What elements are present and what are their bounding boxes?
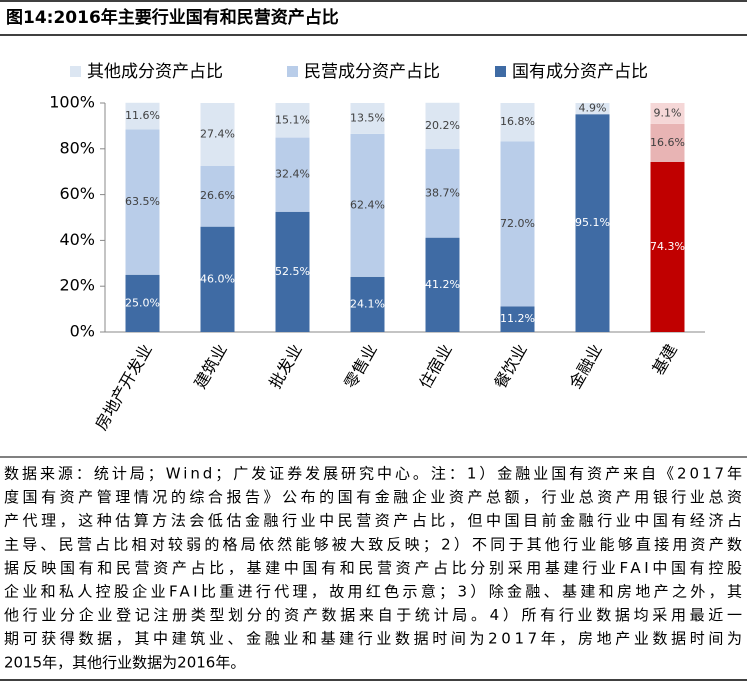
bar-segment [500,306,535,332]
bar-segment [650,103,685,124]
x-tick-label: 住宿业 [415,341,455,392]
chart-title: 图14:2016年主要行业国有和民营资产占比 [6,7,339,28]
bar-segment [575,103,610,115]
legend-swatch [287,66,298,77]
bar-segment [425,237,460,332]
note-line: 2015年，其他行业数据为2016年。 [4,653,245,671]
x-tick-label: 金融业 [565,341,605,392]
value-label: 62.4% [350,198,385,211]
x-tick-label: 餐饮业 [490,341,530,392]
bar-segment [425,149,460,238]
legend-label: 国有成分资产占比 [512,62,648,82]
x-tick-label: 建筑业 [190,341,230,392]
x-tick-label: 零售业 [340,341,380,392]
bar-segment [650,161,685,332]
bar-segment [275,103,310,138]
legend-swatch [495,66,506,77]
value-label: 74.3% [650,240,685,253]
bar-segment [350,133,385,277]
x-tick-label: 批发业 [265,341,305,392]
bar-segment [275,211,310,332]
bar-segment [500,103,535,142]
bar-segment [575,114,610,332]
y-tick-label: 80% [59,138,95,157]
legend-swatch [70,66,81,77]
value-label: 13.5% [350,111,385,124]
note-line: 据反映国有和民营资产占比，基建中国有和民营资产占比分别采用基建行业FAI中国有控… [4,559,742,577]
y-tick-label: 100% [49,93,95,112]
y-tick-label: 20% [59,276,95,295]
bar-segment [425,102,460,150]
note-line: 产代理，这种估算方法会低估金融行业中民营资产占比，但中国目前金融行业中国有经济占 [4,512,742,530]
value-label: 9.1% [654,106,682,119]
note-line: 主导、民营占比相对较弱的格局依然能够被大致反映；2）不同于其他行业能够直接用资产… [4,535,742,553]
value-label: 32.4% [275,168,310,181]
value-label: 16.6% [650,136,685,149]
bar-segment [200,165,235,227]
bar-segment [125,102,160,130]
note-line: 数据来源：统计局；Wind；广发证券发展研究中心。注：1）金融业国有资产来自《2… [4,465,742,483]
x-tick-label: 基建 [648,341,680,378]
value-label: 38.7% [425,186,460,199]
x-tick-label: 房地产开发业 [91,341,155,434]
value-label: 20.2% [425,119,460,132]
note-line: 他行业分企业登记注册类型划分的资产数据来自于统计局。4）所有行业数据均采用最近一 [4,606,742,624]
bar-segment [350,103,385,134]
bar-segment [200,103,235,166]
value-label: 63.5% [125,195,160,208]
y-tick-label: 40% [59,230,95,249]
note-line: 度国有资产管理情况的综合报告》公布的国有金融企业资产总额，行业总资产用银行业总资 [4,488,742,506]
value-label: 24.1% [350,297,385,310]
legend-label: 民营成分资产占比 [304,62,440,82]
bar-segment [275,137,310,212]
legend-label: 其他成分资产占比 [87,62,223,82]
note-line: 企业和私人控股企业FAI比重进行代理，故用红色示意；3）除金融、基建和房地产之外… [4,583,742,601]
value-label: 26.6% [200,189,235,202]
value-label: 16.8% [500,115,535,128]
value-label: 27.4% [200,127,235,140]
value-label: 4.9% [579,102,607,115]
y-tick-label: 60% [59,184,95,203]
value-label: 15.1% [275,113,310,126]
bar-segment [200,226,235,332]
value-label: 72.0% [500,217,535,230]
value-label: 41.2% [425,278,460,291]
value-label: 95.1% [575,216,610,229]
bar-segment [350,276,385,332]
value-label: 25.0% [125,296,160,309]
value-label: 11.6% [125,109,160,122]
bar-segment [125,274,160,332]
value-label: 46.0% [200,272,235,285]
value-label: 52.5% [275,265,310,278]
bar-segment [125,129,160,275]
note-line: 期可获得数据，其中建筑业、金融业和基建行业数据时间为2017年，房地产业数据时间… [4,630,742,648]
bar-segment [500,141,535,307]
bar-segment [650,123,685,162]
y-tick-label: 0% [70,322,95,341]
value-label: 11.2% [500,312,535,325]
